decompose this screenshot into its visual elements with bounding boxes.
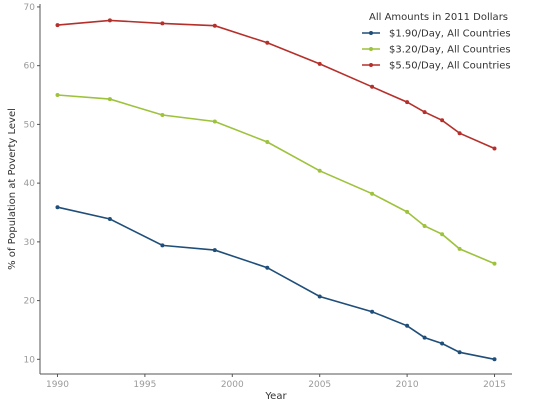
data-point	[212, 248, 217, 253]
data-point	[405, 323, 410, 328]
y-axis-label: % of Population at Poverty Level	[7, 108, 18, 270]
data-point	[160, 243, 165, 248]
x-tick-label: 2005	[308, 380, 331, 390]
data-point	[422, 335, 427, 340]
legend-swatch-point	[369, 47, 373, 51]
x-tick-label: 2000	[221, 380, 244, 390]
data-point	[370, 309, 375, 314]
data-point	[405, 209, 410, 214]
y-tick-label: 30	[24, 238, 36, 248]
legend-label: $3.20/Day, All Countries	[389, 45, 511, 56]
series-line-1	[57, 206, 495, 361]
data-point	[370, 84, 375, 89]
ticks: 1990 1995 2000 2005 2010 2015 10 20 30 40 50 60 70	[24, 3, 506, 390]
data-point	[492, 261, 497, 266]
data-point	[457, 350, 462, 355]
legend-label: $1.90/Day, All Countries	[389, 29, 511, 40]
y-tick-label: 60	[24, 62, 36, 72]
data-point	[212, 119, 217, 124]
y-tick-label: 10	[24, 355, 36, 365]
legend-items: $1.90/Day, All Countries $3.20/Day, All C…	[362, 29, 511, 72]
data-point	[55, 23, 60, 28]
data-point	[422, 110, 427, 115]
legend-title: All Amounts in 2011 Dollars	[369, 12, 508, 23]
y-tick-label: 50	[24, 120, 36, 130]
data-point	[317, 61, 322, 66]
series-line-3	[57, 19, 495, 150]
series-line-2	[57, 94, 495, 265]
data-point	[440, 341, 445, 346]
x-tick-label: 2015	[483, 380, 506, 390]
data-point	[317, 168, 322, 173]
axes	[39, 4, 512, 375]
legend-swatch-point	[369, 31, 373, 35]
data-point	[55, 205, 60, 210]
legend: All Amounts in 2011 Dollars $1.90/Day, A…	[362, 12, 511, 72]
data-point	[440, 118, 445, 123]
data-point	[265, 140, 270, 144]
legend-label: $5.50/Day, All Countries	[389, 61, 511, 72]
data-point	[457, 131, 462, 136]
data-point	[212, 23, 217, 28]
data-point	[440, 232, 445, 237]
x-tick-label: 2010	[396, 380, 419, 390]
data-point	[55, 93, 60, 97]
data-point	[107, 18, 112, 23]
series-lines	[55, 18, 497, 362]
data-point	[107, 217, 112, 221]
x-axis-label: Year	[264, 391, 287, 400]
data-point	[457, 246, 462, 251]
data-point	[405, 100, 410, 105]
x-tick-label: 1990	[46, 380, 69, 390]
data-point	[265, 265, 270, 270]
legend-swatch-point	[369, 63, 373, 67]
data-point	[160, 113, 165, 117]
data-point	[370, 191, 375, 196]
y-tick-label: 40	[24, 179, 36, 189]
y-tick-label: 70	[24, 3, 36, 13]
data-point	[492, 146, 497, 151]
data-point	[265, 40, 270, 45]
data-point	[317, 294, 322, 299]
data-point	[422, 224, 427, 228]
y-tick-label: 20	[24, 297, 36, 307]
x-tick-label: 1995	[133, 380, 156, 390]
data-point	[160, 21, 165, 26]
data-point	[107, 97, 112, 102]
data-point	[492, 357, 497, 362]
